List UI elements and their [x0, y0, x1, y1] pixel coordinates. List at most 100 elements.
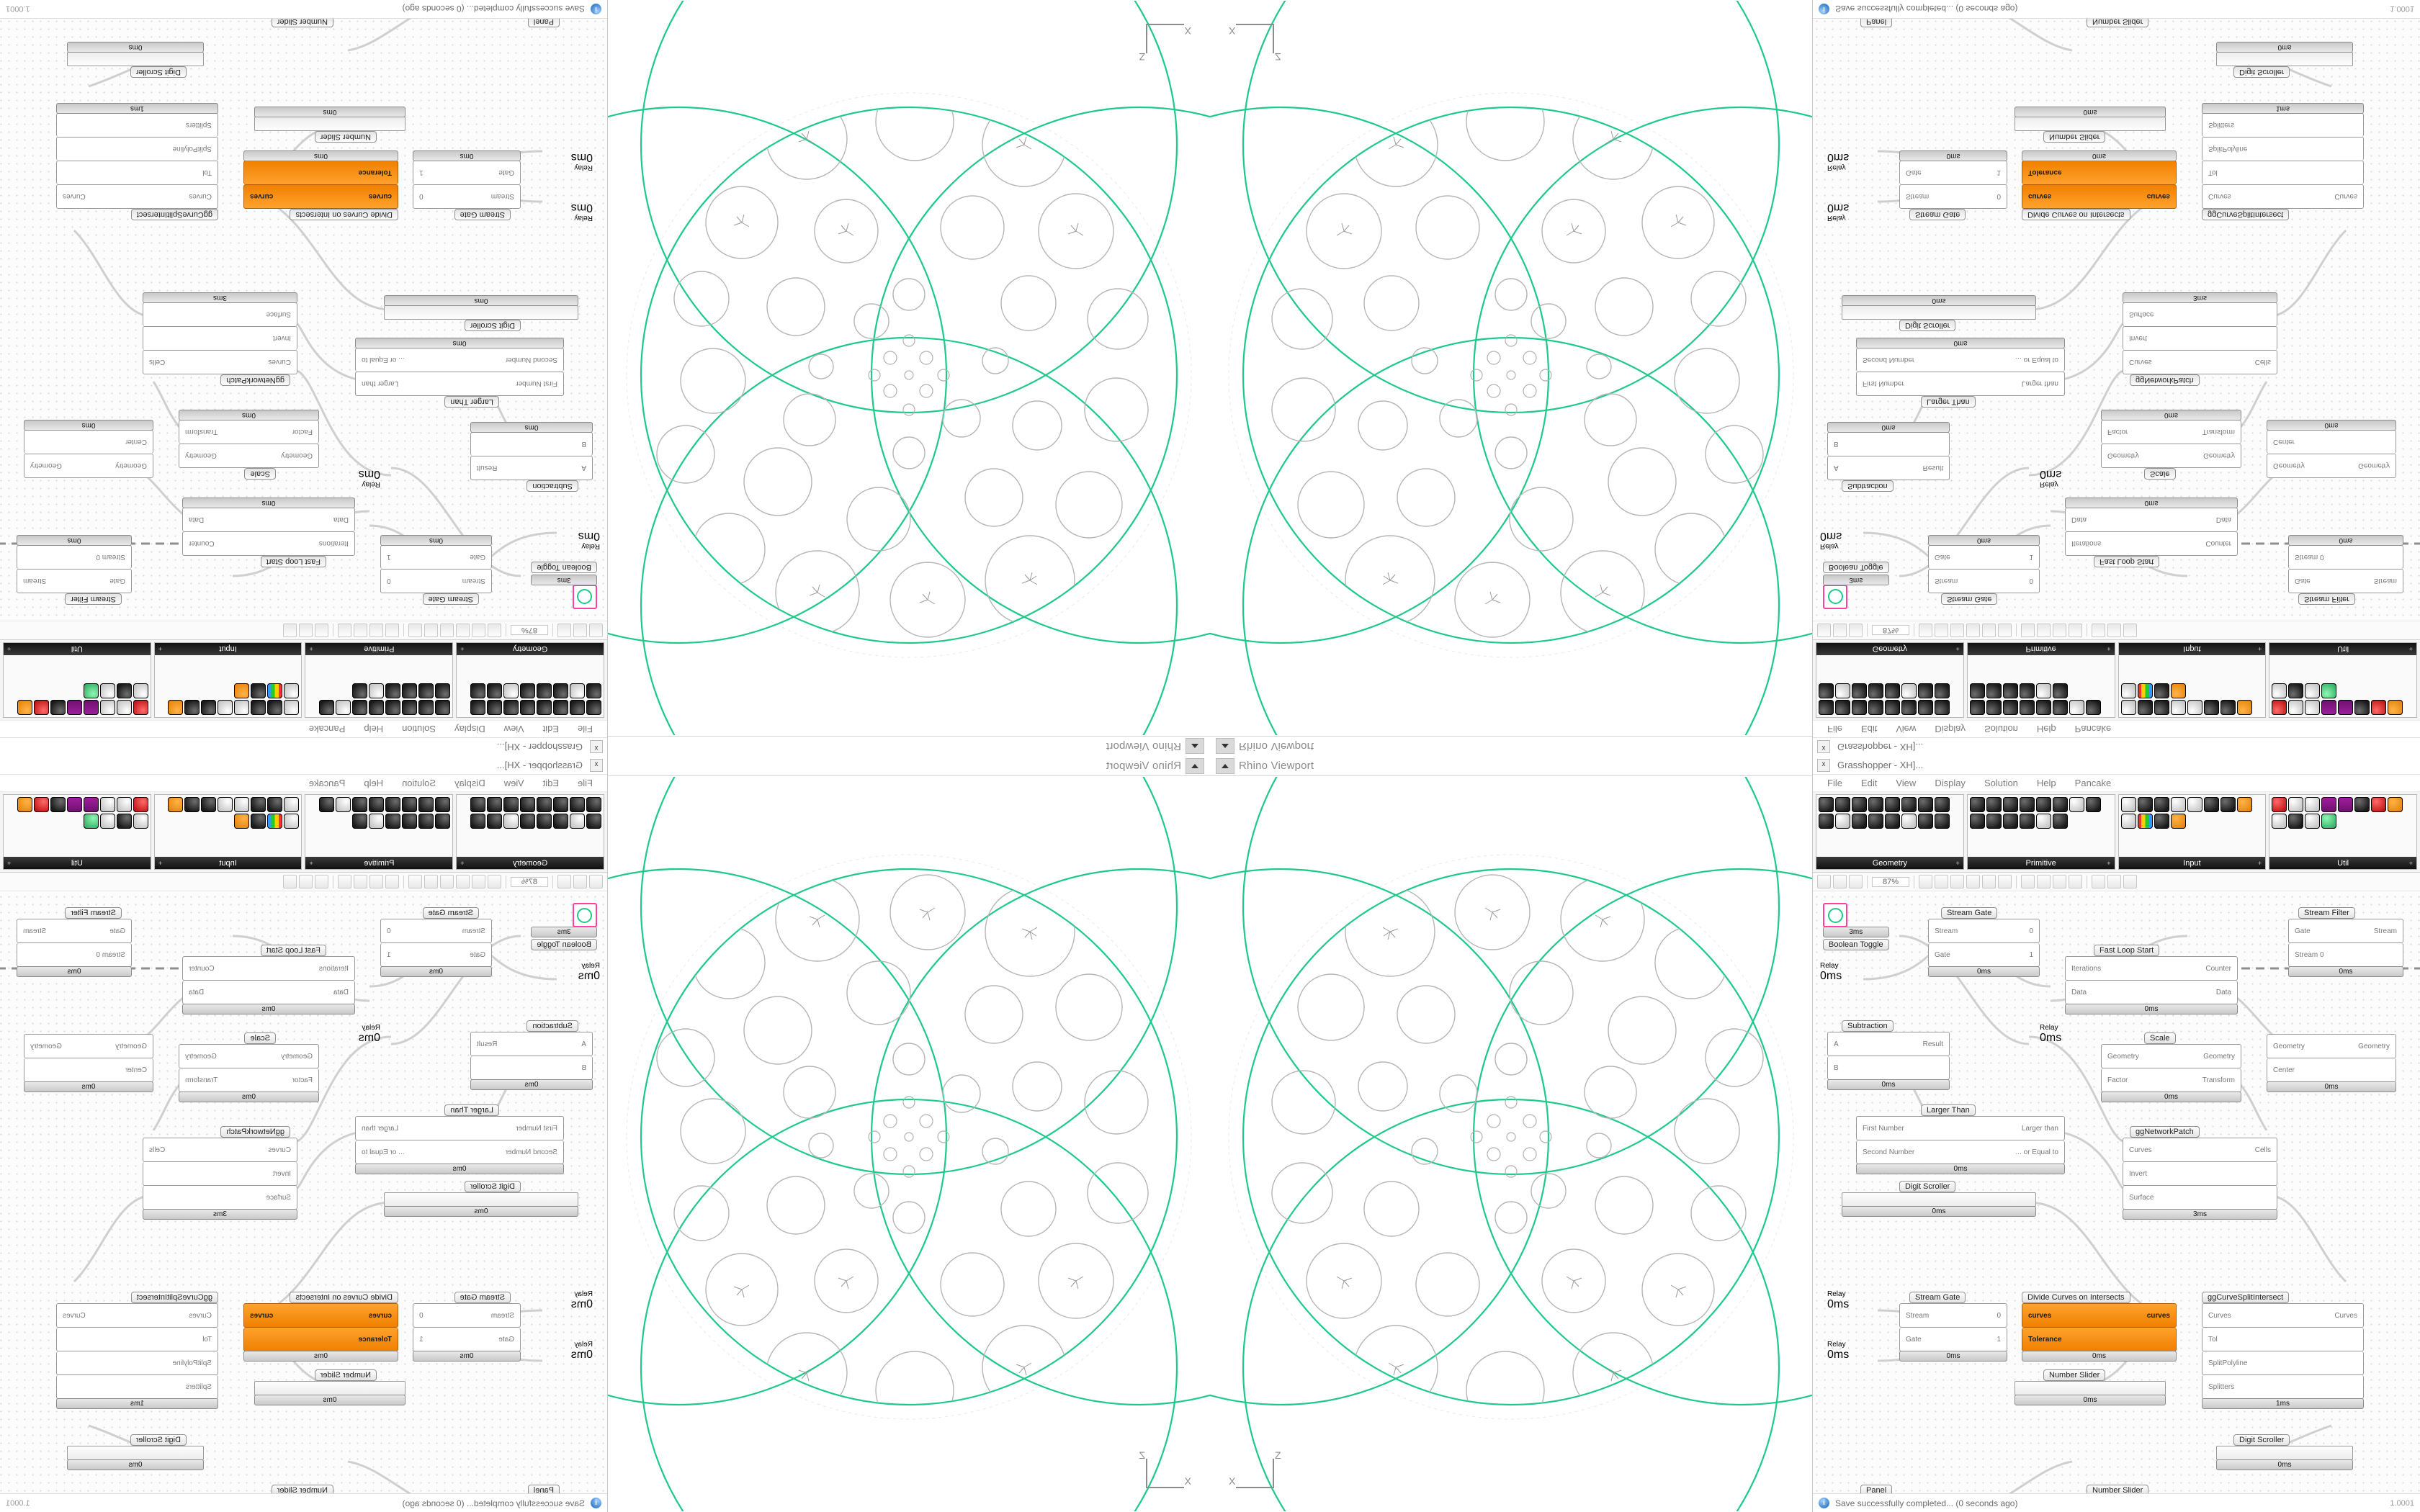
node-body[interactable]: Curves Curves [2202, 184, 2364, 209]
colour-wheel-icon[interactable] [2137, 683, 2153, 698]
dice-icon[interactable] [2002, 797, 2018, 812]
port-in-iterations[interactable]: Iterations [318, 539, 349, 548]
port-in-geometry[interactable]: Geometry [115, 462, 147, 470]
node-body[interactable]: Iterations Counter [182, 956, 355, 981]
port-in-first-number[interactable]: First Number [1863, 379, 1904, 388]
digit-scroller-widget[interactable] [67, 1446, 204, 1460]
bulb-icon[interactable] [2388, 797, 2403, 812]
surface-icon[interactable] [487, 797, 502, 812]
port-out-geometry[interactable]: Geometry [2203, 1052, 2235, 1061]
close-icon[interactable]: x [1817, 758, 1830, 772]
jitter-icon[interactable] [2305, 683, 2321, 698]
menu-item-file[interactable]: File [578, 724, 593, 734]
cylinder-icon[interactable] [553, 700, 568, 715]
port-out-data[interactable]: Data [2215, 516, 2231, 524]
port-in-gate[interactable]: Gate [470, 553, 485, 562]
node-fast-loop-start[interactable]: Fast Loop Start Iterations Counter Data … [2065, 943, 2238, 1014]
port-in-gate[interactable]: Gate [498, 168, 514, 177]
node-body[interactable]: Gate Stream [17, 919, 132, 943]
node-body[interactable]: First Number Larger than [1856, 372, 2065, 396]
port-out-or-equal-to[interactable]: ... or Equal to [2015, 356, 2058, 364]
port-out-result[interactable]: Result [1922, 464, 1943, 472]
prohibit-icon[interactable] [133, 814, 148, 829]
wireframe-icon[interactable] [1998, 624, 2012, 637]
pentagon-icon[interactable] [2052, 814, 2068, 829]
loft-icon[interactable] [2085, 797, 2101, 812]
viewport-tab-label[interactable]: Rhino Viewport [1239, 740, 1314, 752]
file3dm-icon[interactable] [2170, 700, 2186, 715]
boolean-toggle-widget[interactable] [1823, 585, 1847, 609]
node-boolean-toggle[interactable]: 3ms Boolean Toggle [1823, 562, 1889, 609]
cherry-icon[interactable] [2272, 797, 2287, 812]
node-stream-gate[interactable]: Stream Gate Stream 0 Gate 1 0ms [380, 906, 492, 977]
port-in-curves[interactable]: Curves [2129, 1146, 2152, 1154]
circle-icon[interactable] [1868, 814, 1883, 829]
port-out-curves[interactable]: Curves [63, 192, 86, 201]
port-in-stream-0[interactable]: Stream 0 [96, 950, 125, 959]
port-in-geometry[interactable]: Geometry [2107, 451, 2139, 460]
port-in-tol[interactable]: Tol [202, 168, 212, 177]
relay-icon[interactable] [83, 683, 99, 698]
pin-marker-icon[interactable] [2220, 700, 2236, 715]
line-icon[interactable] [1901, 683, 1917, 698]
port-out-0[interactable]: 0 [419, 192, 424, 201]
port-in-gate[interactable]: Gate [1906, 1335, 1922, 1344]
node-stream-gate[interactable]: Stream Gate Stream 0 Gate 1 0ms [1928, 906, 2040, 977]
zoom-extents-icon[interactable] [1950, 875, 1964, 888]
port-out-geometry[interactable]: Geometry [30, 462, 62, 470]
port-out-cells[interactable]: Cells [149, 358, 166, 366]
port-in-tol[interactable]: Tol [2208, 168, 2218, 177]
node-ggnetworkpatch[interactable]: ggNetworkPatch Curves Cells Invert Surfa… [143, 292, 297, 387]
zoom-in-icon[interactable] [488, 624, 501, 637]
port-in-gate[interactable]: Gate [1906, 168, 1922, 177]
node-body[interactable]: Stream 0 [380, 569, 492, 593]
node-caption[interactable]: Stream Filter [2298, 907, 2355, 919]
node-relay-2[interactable]: Relay 0ms [2040, 467, 2061, 488]
open-icon[interactable] [1833, 624, 1847, 637]
boolean-toggle-widget[interactable] [1823, 903, 1847, 927]
spiral-icon[interactable] [537, 797, 552, 812]
port-in-center[interactable]: Center [125, 438, 147, 446]
pentagon-icon[interactable] [2052, 683, 2068, 698]
port-in-stream[interactable]: Stream [1935, 577, 1958, 585]
node-body[interactable]: Iterations Counter [2065, 956, 2238, 981]
node-body[interactable]: Iterations Counter [2065, 531, 2238, 556]
close-icon[interactable]: x [1817, 740, 1830, 754]
port-in-curves[interactable]: Curves [2129, 358, 2152, 366]
panel-icon[interactable] [2137, 700, 2153, 715]
value-list-icon[interactable] [2154, 814, 2169, 829]
menu-item-file[interactable]: File [1827, 724, 1842, 734]
node-caption[interactable]: Subtraction [526, 480, 578, 492]
port-out-larger-than[interactable]: Larger than [362, 1124, 399, 1133]
port-out-1[interactable]: 1 [387, 950, 391, 959]
port-in-tolerance[interactable]: Tolerance [358, 1335, 393, 1344]
zoom-out-icon[interactable] [472, 875, 485, 888]
hexagon-icon[interactable] [2035, 683, 2051, 698]
magnet-icon[interactable] [116, 700, 132, 715]
node-body[interactable]: Gate Stream [2288, 919, 2403, 943]
port-out-0[interactable]: 0 [387, 927, 391, 935]
mesh-icon[interactable] [1885, 797, 1900, 812]
node-caption[interactable]: Scale [244, 1032, 276, 1044]
play-icon[interactable] [33, 700, 49, 715]
port-out-counter[interactable]: Counter [189, 539, 215, 548]
file3dm-icon[interactable] [2170, 797, 2186, 812]
node-body[interactable]: First Number Larger than [1856, 1116, 2065, 1140]
node-body[interactable]: Data Data [182, 981, 355, 1004]
number-slider-widget[interactable] [254, 117, 405, 131]
plane-icon[interactable] [570, 814, 585, 829]
node-body[interactable]: Stream 0 [2288, 943, 2403, 967]
group-icon[interactable] [2053, 875, 2066, 888]
port-in-geometry[interactable]: Geometry [2273, 1042, 2305, 1050]
xyz-icon[interactable] [284, 814, 300, 829]
grasshopper-title-bar[interactable]: x Grasshopper - XH]... [1813, 756, 2420, 775]
node-body[interactable]: B [1827, 1056, 1950, 1080]
cherry-icon[interactable] [133, 700, 148, 715]
curve-icon[interactable] [1935, 700, 1950, 715]
palette-tab-util[interactable]: Util + [2269, 643, 2416, 655]
cone-icon[interactable] [570, 797, 585, 812]
port-in-data[interactable]: Data [333, 516, 349, 524]
wireframe-icon[interactable] [408, 624, 422, 637]
slider-icon[interactable] [234, 814, 250, 829]
menu-item-help[interactable]: Help [364, 724, 384, 734]
